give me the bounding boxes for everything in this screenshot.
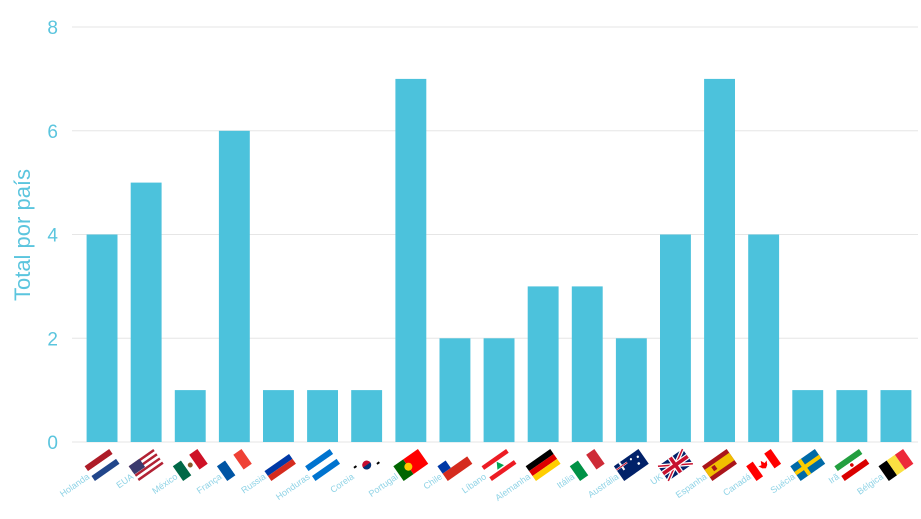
bar-eua (130, 182, 162, 442)
x-category-label: Alemanha (493, 471, 532, 502)
bar-coreia (351, 390, 383, 442)
x-category-label: Canadá (721, 471, 753, 497)
usa-flag-icon (128, 449, 164, 481)
uk-flag-icon (657, 448, 694, 482)
bar-suécia (792, 390, 824, 442)
bar-alemanha (527, 286, 559, 442)
y-axis-ticks: 0 2 4 6 8 (47, 18, 58, 454)
x-category-label: França (195, 471, 224, 495)
x-category-label: Itália (555, 471, 576, 490)
x-category-label: Austrália (586, 471, 620, 499)
bar-portugal (395, 78, 427, 443)
y-tick-label: 2 (47, 329, 58, 350)
honduras-flag-icon (305, 449, 341, 481)
iran-flag-icon (834, 449, 870, 481)
bar-holanda (86, 234, 118, 442)
germany-flag-icon (525, 449, 561, 481)
y-tick-label: 4 (47, 226, 58, 247)
bar-irã (836, 390, 868, 442)
flags (84, 448, 914, 482)
bars (86, 78, 912, 443)
x-category-label: Coreia (328, 471, 355, 494)
x-category-label: EUA (114, 471, 135, 490)
sweden-flag-icon (790, 449, 826, 481)
chile-flag-icon (437, 449, 473, 481)
bar-austrália (615, 338, 647, 443)
mexico-flag-icon (172, 449, 208, 481)
bar-bélgica (880, 390, 912, 442)
x-category-label: México (150, 471, 179, 496)
y-tick-label: 0 (47, 433, 58, 454)
x-category-label: Chile (422, 471, 445, 491)
bar-russia (263, 390, 294, 442)
x-category-label: Bélgica (855, 471, 885, 496)
y-tick-label: 6 (47, 122, 58, 143)
x-category-label: Russia (239, 471, 267, 495)
france-flag-icon (216, 449, 252, 481)
x-category-label: Espanha (674, 471, 709, 500)
bar-líbano (483, 338, 515, 443)
netherlands-flag-icon (84, 449, 120, 481)
x-category-label: UK (649, 471, 665, 486)
x-category-label: Líbano (460, 471, 488, 495)
bar-honduras (307, 390, 338, 442)
y-tick-label: 8 (47, 18, 58, 39)
x-category-label: Honduras (274, 471, 312, 502)
bar-uk (660, 234, 691, 442)
russia-flag-icon (261, 449, 296, 481)
belgium-flag-icon (878, 449, 914, 481)
australia-flag-icon (613, 449, 649, 481)
bar-frança (218, 130, 250, 443)
x-category-label: Suécia (769, 471, 797, 495)
x-category-label: Holanda (58, 471, 91, 498)
bar-canadá (748, 234, 780, 442)
x-category-label: Irã (827, 471, 841, 485)
x-category-label: Portugal (367, 471, 400, 498)
lebanon-flag-icon (481, 449, 517, 481)
portugal-flag-icon (393, 449, 429, 481)
south-korea-flag-icon (349, 449, 385, 481)
spain-flag-icon (702, 449, 737, 481)
bar-chile (439, 338, 471, 443)
italy-flag-icon (569, 449, 605, 481)
bar-espanha (704, 78, 735, 443)
bar-itália (571, 286, 603, 442)
canada-flag-icon (746, 449, 782, 481)
bar-méxico (174, 390, 206, 442)
y-axis-label: Total por país (10, 169, 35, 301)
